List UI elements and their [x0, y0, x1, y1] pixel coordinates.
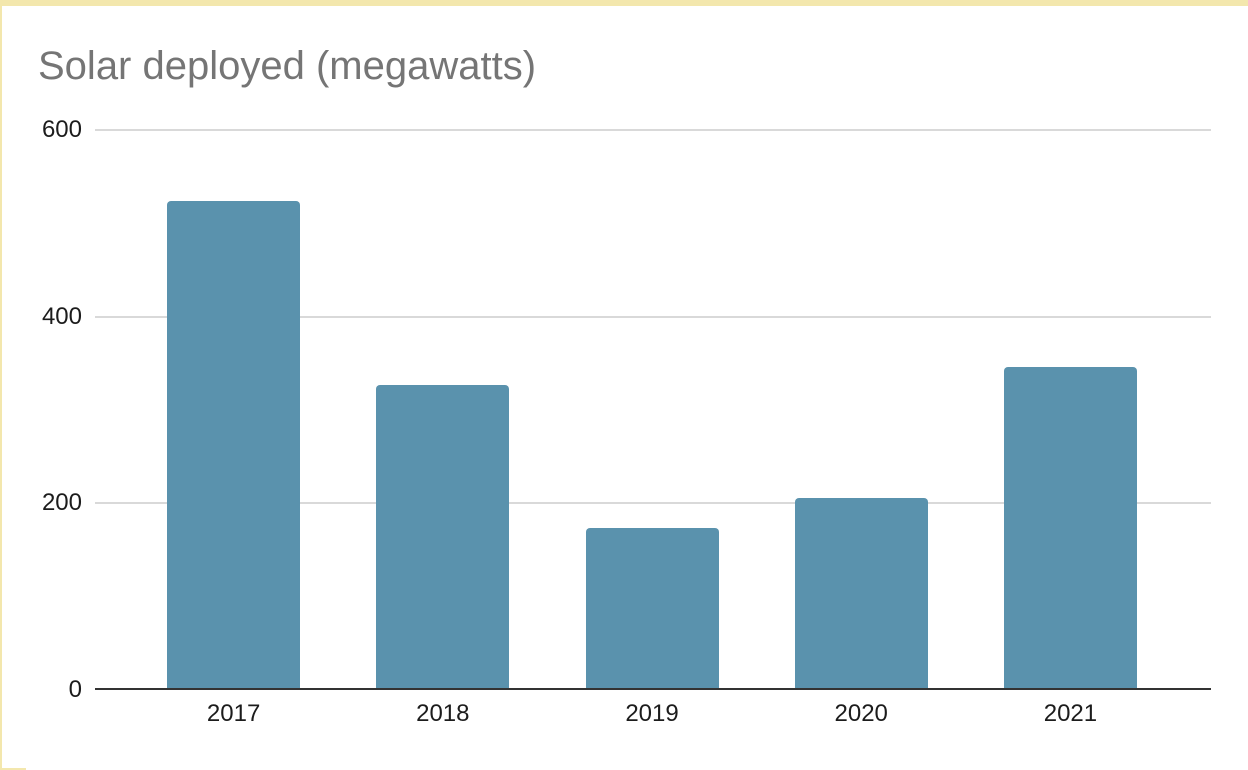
bar-slot-2020: [757, 129, 966, 689]
bar-2018: [376, 384, 510, 689]
chart-title: Solar deployed (megawatts): [38, 44, 537, 88]
y-tick-label-200: 200: [41, 489, 82, 517]
x-axis-label-2017: 2017: [206, 700, 261, 727]
bar-slot-2019: [547, 129, 756, 689]
slide-accent-border-bottom-left: [0, 768, 26, 770]
bar-2019: [585, 527, 719, 689]
bar-2017: [167, 200, 301, 689]
x-axis-label-2019: 2019: [625, 700, 679, 727]
x-axis-label-2020: 2020: [834, 700, 888, 727]
x-axis-category-labels: 2017 2018 2019 2020 2021: [129, 699, 1175, 729]
bar-slot-2021: [966, 129, 1175, 689]
bar-2020: [794, 497, 928, 689]
gridline-400: [95, 315, 1211, 318]
x-axis-line: [95, 688, 1211, 690]
y-tick-label-0: 0: [68, 676, 82, 703]
bar-slot-2017: [129, 129, 338, 689]
bar-series: [129, 129, 1175, 689]
slide-accent-border-top: [0, 0, 1248, 6]
bar-slot-2018: [338, 129, 547, 689]
gridline-600: [95, 129, 1211, 131]
x-axis-label-2018: 2018: [416, 700, 470, 727]
y-tick-label-400: 400: [41, 302, 82, 330]
slide-accent-border-left: [0, 0, 2, 770]
y-tick-label-600: 600: [41, 116, 82, 143]
plot-area: [95, 129, 1211, 690]
x-axis-label-2021: 2021: [1043, 700, 1098, 727]
gridline-200: [95, 502, 1211, 505]
bar-2021: [1003, 367, 1137, 689]
